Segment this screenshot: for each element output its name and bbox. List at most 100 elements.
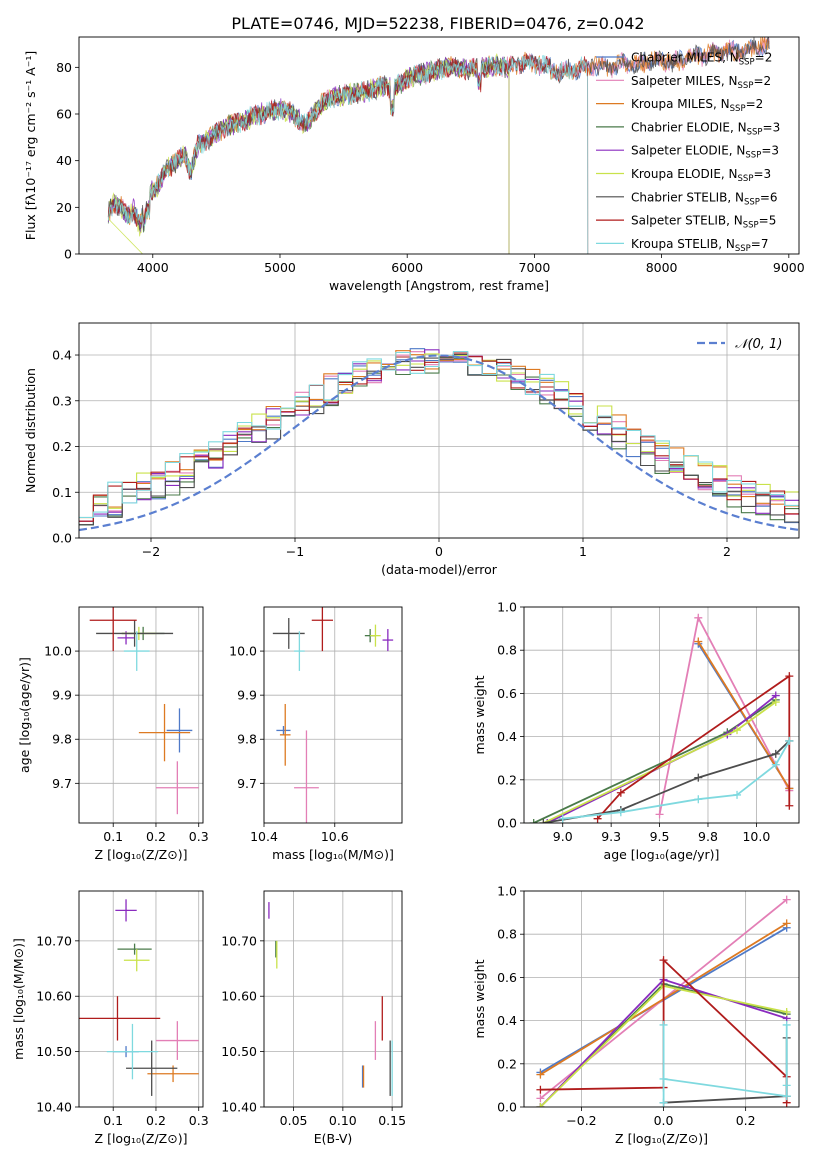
weight-marker: [771, 760, 780, 769]
y-tick-label: 60: [56, 107, 72, 122]
plot-content: [107, 37, 770, 254]
weight-line: [697, 641, 791, 789]
x-tick-label: 0.2: [736, 1113, 756, 1128]
x-tick-label: 0.0: [654, 1113, 674, 1128]
weight-marker: [659, 1074, 668, 1083]
plot-area: [79, 607, 203, 823]
errorbar-chabrier-stelib: [126, 1040, 178, 1096]
legend-label: Chabrier STELIB, NSSP=6: [631, 190, 778, 207]
errorbars: [268, 902, 393, 1096]
weight-marker: [782, 1081, 791, 1090]
y-tick-label: 20: [56, 200, 72, 215]
axes-frame: [78, 606, 204, 824]
weight-marker: [558, 814, 567, 823]
y-tick-label: 10.60: [221, 989, 257, 1004]
x-tick-label: 0.1: [103, 1113, 123, 1128]
y-tick-label: 10.70: [221, 933, 257, 948]
errorbar-chabrier-miles: [166, 708, 193, 753]
weight-lines: [536, 895, 791, 1107]
series-kroupa-stelib: [558, 736, 794, 823]
x-axis-label: (data-model)/error: [381, 562, 498, 577]
weight-marker: [694, 773, 703, 782]
legend-label: Salpeter ELODIE, NSSP=3: [631, 144, 779, 161]
axes-frame: [263, 890, 403, 1108]
axes-frame: [523, 890, 800, 1108]
x-tick-label: 1: [579, 544, 587, 559]
errorbar-kroupa-stelib: [106, 1023, 159, 1080]
panel-age_vs_mass: 10.4 10.6 9.7 9.8 9.9 10.0 mass [log₁₀(M/M⊙)]: [229, 606, 403, 862]
y-tick-label: 10.70: [36, 933, 72, 948]
figure-title: PLATE=0746, MJD=52238, FIBERID=0476, z=0…: [231, 14, 644, 33]
spectrum-legend: Chabrier MILES, NSSP=2 Salpeter MILES, NS…: [596, 51, 780, 254]
y-tick-label: 10.0: [44, 644, 72, 659]
x-tick-label: 6000: [391, 260, 423, 275]
y-tick-label: 9.9: [52, 688, 72, 703]
y-tick-label: 10.40: [221, 1100, 257, 1115]
errorbar-kroupa-elodie: [123, 949, 150, 972]
weight-line: [562, 740, 791, 820]
histogram-kroupa-stelib: [79, 351, 799, 518]
y-tick-label: 9.8: [237, 732, 257, 747]
x-tick-label: 7000: [519, 260, 551, 275]
y-tick-label: 0.2: [497, 1056, 517, 1071]
y-tick-label: 10.50: [221, 1044, 257, 1059]
weight-marker: [536, 1085, 545, 1094]
panel-age_vs_Z: 0.1 0.2 0.3 9.7 9.8 9.9 10.0 Z [log₁₀(Z/Z⊙)] age…: [17, 606, 209, 862]
spectrum-lines: [107, 37, 770, 254]
y-tick-label: 9.7: [52, 776, 72, 791]
y-tick-label: 1.0: [497, 600, 517, 615]
x-tick-label: 0.1: [103, 829, 123, 844]
y-axis-label: age [log₁₀(age/yr)]: [17, 657, 32, 773]
plot-area: [264, 607, 402, 823]
x-tick-label: 9.3: [601, 829, 621, 844]
series-kroupa-stelib: [659, 1020, 791, 1107]
y-tick-label: 0.4: [497, 729, 517, 744]
weight-marker: [659, 1020, 668, 1029]
errorbars: [272, 607, 394, 823]
errorbars: [79, 899, 199, 1096]
weight-marker: [539, 819, 548, 823]
legend-label: Chabrier MILES, NSSP=2: [631, 51, 772, 68]
plot-area: [79, 891, 203, 1107]
weight-marker: [616, 788, 625, 797]
x-tick-label: −1: [286, 544, 304, 559]
y-axis-label: mass [log₁₀(M/M⊙)]: [11, 938, 26, 1060]
errorbar-salpeter-miles: [155, 1021, 199, 1060]
y-tick-label: 10.60: [36, 989, 72, 1004]
x-tick-label: 0.15: [378, 1113, 406, 1128]
errorbar-salpeter-stelib: [79, 996, 161, 1041]
x-tick-label: 0: [435, 544, 443, 559]
weight-marker: [782, 1092, 791, 1101]
y-tick-label: 0.0: [497, 1100, 517, 1115]
axes-frame: [78, 36, 800, 255]
y-tick-label: 80: [56, 60, 72, 75]
weight-marker: [659, 956, 668, 965]
weight-marker: [694, 795, 703, 804]
errorbar-salpeter-stelib: [89, 607, 137, 652]
axes-frame: [523, 606, 800, 824]
weight-marker: [536, 1070, 545, 1079]
y-tick-label: 0.2: [497, 772, 517, 787]
legend-label: 𝒩(0, 1): [735, 337, 782, 352]
x-axis-label: mass [log₁₀(M/M⊙)]: [272, 847, 394, 862]
x-tick-label: 9.8: [698, 829, 718, 844]
errorbar-salpeter-miles: [155, 761, 199, 815]
plot-area: [264, 891, 402, 1107]
x-axis-label: Z [log₁₀(Z/Z⊙)]: [95, 1131, 188, 1146]
panel-mass_vs_Z: 0.1 0.2 0.3 10.40 10.50 10.60 10.70 Z [log₁₀(Z/…: [11, 890, 209, 1146]
y-tick-label: 9.7: [237, 776, 257, 791]
y-axis-label: Flux [fλ10⁻¹⁷ erg cm⁻² s⁻¹ A⁻¹]: [23, 51, 38, 240]
panel-spectrum: 4000 5000 6000 7000 8000 9000 0 20 40 60 80 wavelen…: [23, 36, 805, 293]
weight-marker: [536, 1103, 545, 1107]
weight-marker: [733, 790, 742, 799]
panel-mass_weight_vs_age: 9.0 9.3 9.5 9.8 10.0 0.0 0.2 0.4 0.6 0.8 1.0 age [l…: [472, 600, 800, 862]
errorbar-kroupa-stelib: [294, 631, 305, 671]
x-tick-label: 5000: [264, 260, 296, 275]
x-tick-label: 10.0: [742, 829, 770, 844]
x-tick-label: 0.05: [280, 1113, 308, 1128]
weight-marker: [733, 726, 742, 735]
y-tick-label: 10.50: [36, 1044, 72, 1059]
legend-label: Salpeter STELIB, NSSP=5: [631, 214, 776, 231]
x-tick-label: 0.10: [329, 1113, 357, 1128]
